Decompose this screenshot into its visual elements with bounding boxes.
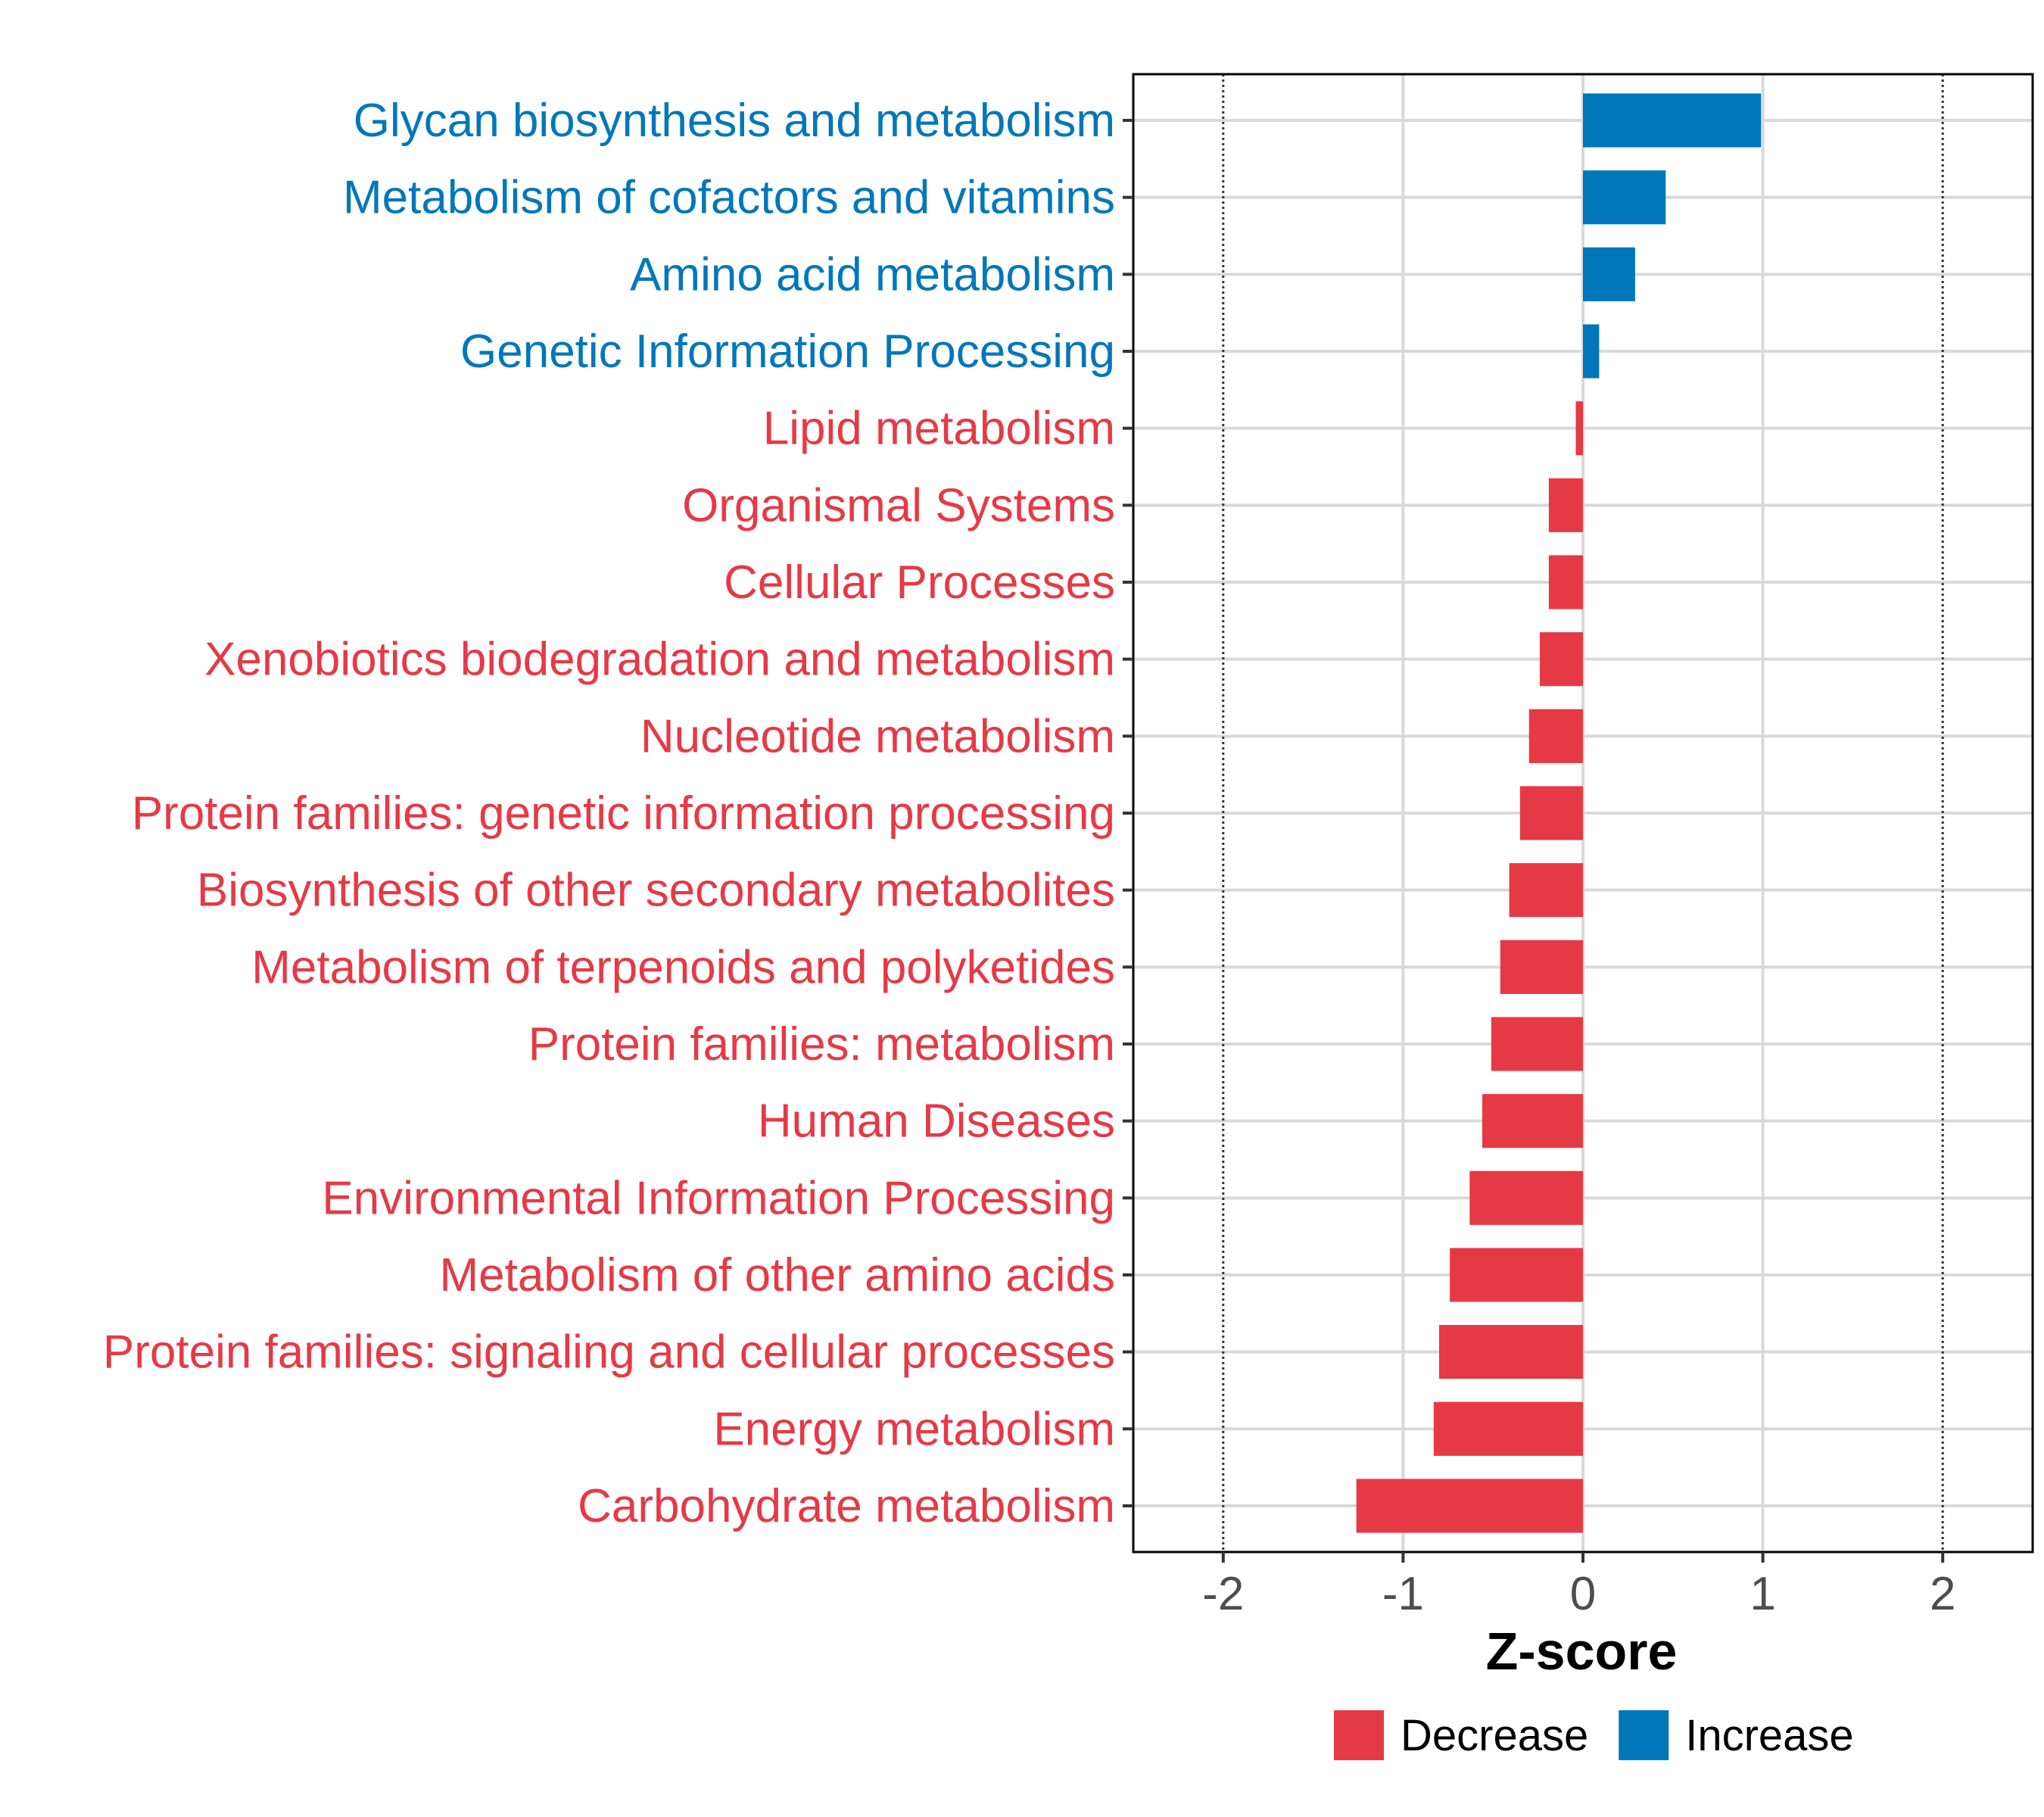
bar bbox=[1482, 1094, 1583, 1148]
legend-swatch bbox=[1334, 1710, 1384, 1760]
bar bbox=[1356, 1479, 1583, 1533]
category-label: Protein families: genetic information pr… bbox=[132, 787, 1115, 840]
bar bbox=[1583, 247, 1635, 301]
category-label: Cellular Processes bbox=[724, 556, 1115, 609]
bar bbox=[1519, 786, 1583, 840]
bar bbox=[1491, 1017, 1583, 1071]
bar bbox=[1583, 324, 1600, 379]
legend-swatch bbox=[1619, 1710, 1669, 1760]
category-label: Metabolism of other amino acids bbox=[439, 1249, 1115, 1301]
x-tick-label: -2 bbox=[1202, 1568, 1244, 1620]
x-tick-label: 1 bbox=[1750, 1568, 1775, 1620]
y-axis: Glycan biosynthesis and metabolism Metabo… bbox=[103, 95, 1133, 1532]
category-label: Organismal Systems bbox=[682, 479, 1115, 531]
category-label: Energy metabolism bbox=[713, 1403, 1115, 1455]
category-label: Nucleotide metabolism bbox=[640, 710, 1115, 762]
x-tick-label: 0 bbox=[1570, 1568, 1596, 1620]
bar bbox=[1583, 93, 1762, 148]
x-tick-label: -1 bbox=[1382, 1568, 1424, 1620]
x-axis-title: Z-score bbox=[1486, 1622, 1678, 1681]
bar bbox=[1548, 478, 1583, 532]
bar bbox=[1438, 1325, 1583, 1379]
category-label: Protein families: metabolism bbox=[528, 1018, 1115, 1071]
category-label: Protein families: signaling and cellular… bbox=[103, 1326, 1115, 1379]
category-label: Environmental Information Processing bbox=[322, 1172, 1115, 1224]
legend-label: Increase bbox=[1685, 1711, 1853, 1760]
bar bbox=[1469, 1170, 1583, 1225]
category-label: Xenobiotics biodegradation and metabolis… bbox=[204, 634, 1115, 686]
category-label: Amino acid metabolism bbox=[630, 248, 1115, 301]
category-label: Glycan biosynthesis and metabolism bbox=[354, 95, 1115, 147]
bar bbox=[1528, 709, 1583, 763]
category-label: Carbohydrate metabolism bbox=[578, 1480, 1115, 1532]
category-label: Metabolism of terpenoids and polyketides bbox=[251, 941, 1115, 993]
category-label: Genetic Information Processing bbox=[460, 326, 1115, 378]
x-axis: -2 -1 0 1 2 bbox=[1202, 1552, 1955, 1620]
bars bbox=[1356, 93, 1762, 1533]
bar bbox=[1433, 1401, 1583, 1456]
legend: Decrease Increase bbox=[1334, 1710, 1854, 1760]
category-label: Human Diseases bbox=[758, 1095, 1115, 1148]
bar bbox=[1548, 555, 1583, 609]
bar bbox=[1583, 170, 1666, 225]
bar bbox=[1450, 1248, 1583, 1302]
legend-label: Decrease bbox=[1401, 1711, 1588, 1760]
category-label: Metabolism of cofactors and vitamins bbox=[343, 172, 1115, 224]
bar bbox=[1509, 863, 1583, 918]
category-label: Lipid metabolism bbox=[763, 403, 1115, 455]
bar bbox=[1575, 401, 1583, 456]
bar bbox=[1500, 940, 1583, 994]
bar bbox=[1539, 632, 1583, 687]
x-tick-label: 2 bbox=[1930, 1568, 1955, 1620]
category-label: Biosynthesis of other secondary metaboli… bbox=[197, 865, 1115, 917]
